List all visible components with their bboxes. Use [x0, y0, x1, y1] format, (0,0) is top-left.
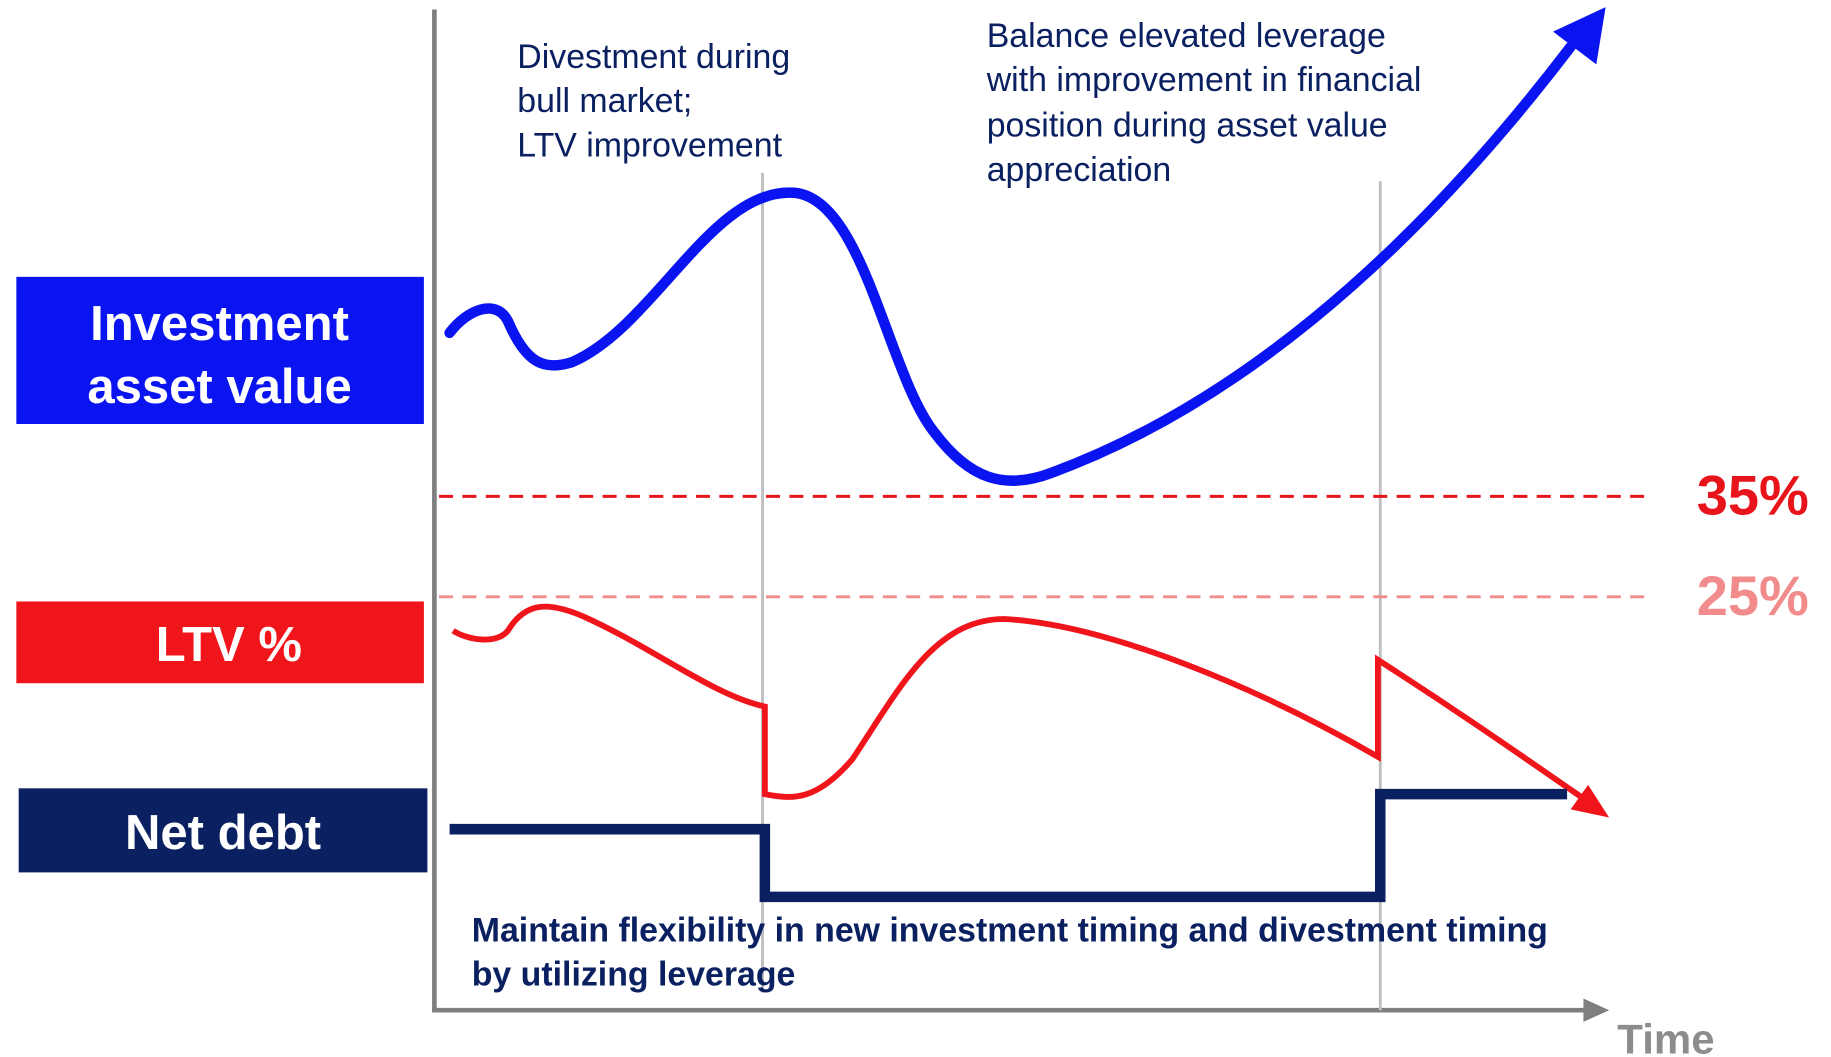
debt-line — [449, 788, 1568, 903]
asset-box — [16, 276, 424, 424]
asset-curve — [444, 41, 1576, 486]
box-label: Investment — [90, 297, 349, 351]
annotation: LTV improvement — [517, 127, 782, 165]
box-label: Net debt — [125, 806, 321, 860]
annotation: Divestment during — [517, 38, 790, 76]
box-label: asset value — [87, 360, 351, 414]
annotation: bull market; — [517, 82, 692, 120]
asset-arrow — [1553, 7, 1606, 65]
debt-box — [18, 788, 428, 873]
ltv-box — [16, 601, 424, 684]
threshold-label: 35% — [1697, 464, 1809, 527]
annotation: appreciation — [987, 151, 1171, 189]
x-axis-label: Time — [1617, 1015, 1714, 1057]
annotation: with improvement in financial — [986, 61, 1422, 99]
threshold-label: 25% — [1697, 564, 1809, 627]
ltv-arrow — [1570, 784, 1610, 818]
ltv-curve — [451, 603, 1584, 801]
annotation: by utilizing leverage — [472, 956, 796, 994]
annotation: position during asset value — [987, 107, 1388, 145]
annotation: Balance elevated leverage — [987, 17, 1386, 55]
box-label: LTV % — [156, 618, 302, 672]
annotation: Maintain flexibility in new investment t… — [472, 911, 1548, 949]
x-axis-arrow — [1583, 998, 1610, 1022]
